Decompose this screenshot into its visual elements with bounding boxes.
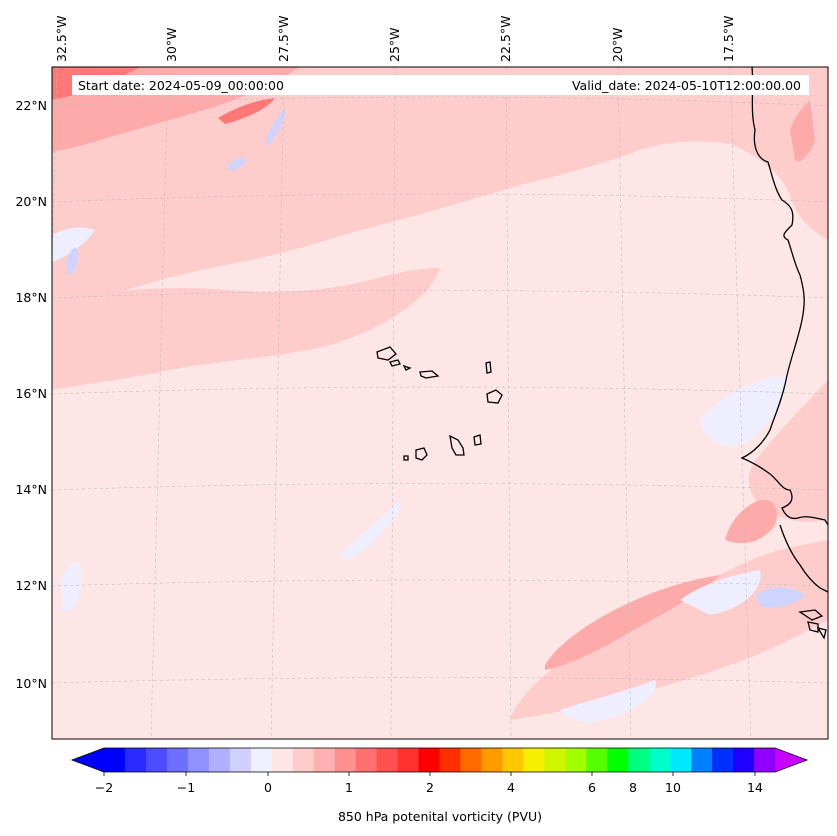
- colorbar-segment: [419, 748, 440, 772]
- date-header: Start date: 2024-05-09_00:00:00 Valid_da…: [72, 75, 809, 95]
- lon-label-20w: 20°W: [610, 27, 625, 62]
- lat-label-16n: 16°N: [15, 386, 47, 401]
- start-date-text: Start date: 2024-05-09_00:00:00: [78, 78, 284, 93]
- colorbar-segment: [502, 748, 523, 772]
- colorbar-tick-labels: −2 −1 0 1 2 4 6 8 10 14: [95, 780, 763, 795]
- colorbar-segment: [481, 748, 502, 772]
- colorbar-segment: [712, 748, 733, 772]
- lon-label-17-5w: 17.5°W: [721, 16, 736, 62]
- colorbar-tick-label: 4: [507, 780, 515, 795]
- colorbar-min-arrow: [72, 748, 104, 772]
- colorbar-segment: [649, 748, 670, 772]
- lon-label-30w: 30°W: [164, 27, 179, 62]
- colorbar-segment: [188, 748, 209, 772]
- colorbar-segment: [628, 748, 649, 772]
- lon-label-22-5w: 22.5°W: [498, 16, 513, 62]
- colorbar-segment: [691, 748, 712, 772]
- colorbar-segment: [272, 748, 293, 772]
- colorbar-segment: [104, 748, 125, 772]
- colorbar-segments: [104, 748, 776, 772]
- colorbar-tick-label: −2: [95, 780, 113, 795]
- colorbar-segment: [251, 748, 272, 772]
- colorbar-segment: [167, 748, 188, 772]
- colorbar: −2 −1 0 1 2 4 6 8 10 14 850 hPa potenita…: [72, 748, 807, 824]
- colorbar-segment: [230, 748, 251, 772]
- valid-date-text: Valid_date: 2024-05-10T12:00:00.00: [572, 78, 801, 93]
- colorbar-segment: [209, 748, 230, 772]
- colorbar-ticks: [104, 772, 755, 776]
- colorbar-tick-label: −1: [177, 780, 195, 795]
- lat-label-14n: 14°N: [15, 482, 47, 497]
- colorbar-segment: [440, 748, 461, 772]
- colorbar-segment: [146, 748, 167, 772]
- colorbar-segment: [523, 748, 544, 772]
- colorbar-tick-label: 14: [747, 780, 763, 795]
- colorbar-label: 850 hPa potenital vorticity (PVU): [338, 809, 542, 824]
- colorbar-segment: [586, 748, 607, 772]
- colorbar-segment: [398, 748, 419, 772]
- colorbar-segment: [733, 748, 754, 772]
- lon-label-27-5w: 27.5°W: [276, 16, 291, 62]
- lat-label-20n: 20°N: [15, 194, 47, 209]
- longitude-labels: 32.5°W 30°W 27.5°W 25°W 22.5°W 20°W 17.5…: [54, 16, 736, 62]
- lat-label-10n: 10°N: [15, 676, 47, 691]
- colorbar-segment: [125, 748, 146, 772]
- pv-map-figure: Start date: 2024-05-09_00:00:00 Valid_da…: [0, 0, 837, 836]
- colorbar-segment: [335, 748, 356, 772]
- colorbar-tick-label: 1: [345, 780, 353, 795]
- colorbar-segment: [293, 748, 314, 772]
- colorbar-segment: [377, 748, 398, 772]
- lon-label-32-5w: 32.5°W: [54, 16, 69, 62]
- colorbar-segment: [314, 748, 335, 772]
- colorbar-tick-label: 2: [426, 780, 434, 795]
- colorbar-segment: [754, 748, 775, 772]
- colorbar-tick-label: 6: [588, 780, 596, 795]
- colorbar-segment: [544, 748, 565, 772]
- colorbar-segment: [356, 748, 377, 772]
- colorbar-segment: [565, 748, 586, 772]
- latitude-labels: 22°N 20°N 18°N 16°N 14°N 12°N 10°N: [15, 98, 47, 691]
- colorbar-tick-label: 0: [264, 780, 272, 795]
- map-panel: [40, 67, 828, 739]
- colorbar-segment: [607, 748, 628, 772]
- colorbar-segment: [670, 748, 691, 772]
- colorbar-segment: [460, 748, 481, 772]
- lat-label-12n: 12°N: [15, 578, 47, 593]
- lat-label-22n: 22°N: [15, 98, 47, 113]
- lat-label-18n: 18°N: [15, 290, 47, 305]
- colorbar-tick-label: 10: [665, 780, 681, 795]
- colorbar-tick-label: 8: [629, 780, 637, 795]
- lon-label-25w: 25°W: [387, 27, 402, 62]
- colorbar-max-arrow: [775, 748, 807, 772]
